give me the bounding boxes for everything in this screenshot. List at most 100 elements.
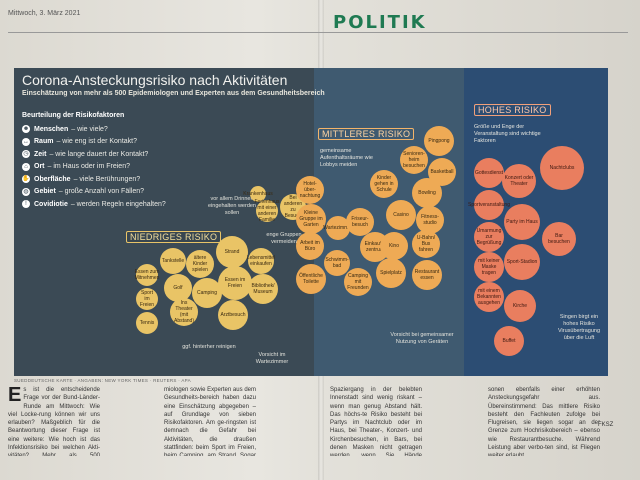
activity-bubble-low: Ferienhaus mit einer anderen Familie <box>254 199 280 223</box>
activity-bubble-high: Bar besuchen <box>542 222 576 256</box>
article-column-4: sonen ebenfalls einer erhöhten Ansteckun… <box>488 387 600 456</box>
activity-bubble-low: Sport im Freien <box>136 288 158 310</box>
globe-icon: ◍ <box>22 187 30 196</box>
article-column-2: miologen sowie Experten aus dem Gesundhe… <box>164 387 256 456</box>
activity-bubble-mid: Schwimm-bad <box>324 250 350 276</box>
section-title: POLITIK <box>333 12 427 33</box>
activity-bubble-high: Sportveranstaltung <box>468 190 510 220</box>
graphic-subtitle: Einschätzung von mehr als 500 Epidemiolo… <box>22 90 325 97</box>
activity-bubble-mid: Kleine Gruppe im Garten <box>296 204 326 234</box>
activity-bubble-high: mit keiner Maske tragen <box>474 252 504 282</box>
legend-row: ↔ Raum – wie eng ist der Kontakt? <box>22 136 166 149</box>
zone-high-note: Größe und Enge der Veranstaltung sind wi… <box>474 124 541 144</box>
activity-bubble-low: Ins Theater (mit Abstand) <box>170 298 198 326</box>
legend: ☻ Menschen – wie viele? ↔ Raum – wie eng ist … <box>22 123 166 211</box>
activity-bubble-low: Bibliothek/ Museum <box>248 274 278 304</box>
note-waitingroom: Vorsicht im Wartezimmer <box>255 352 289 365</box>
note-singing: Singen birgt ein hohes Risiko Virusübert… <box>557 314 601 341</box>
activity-bubble-low: Lebensmittel einkaufen <box>247 248 275 274</box>
people-icon: ☻ <box>22 125 30 134</box>
activity-bubble-low: Camping <box>192 278 222 308</box>
low-risk-panel <box>14 68 314 376</box>
activity-bubble-high: Konzert oder Theater <box>502 164 536 198</box>
activity-bubble-high: Umarmung zur Begrüßung <box>474 222 504 252</box>
activity-bubble-mid: Restaurant essen <box>412 260 442 290</box>
activity-bubble-mid: Kino <box>380 232 408 260</box>
activity-bubble-low: Golf <box>164 274 192 302</box>
activity-bubble-low: Arztbesuch <box>218 300 248 330</box>
activity-bubble-mid: Öffentliche Toilette <box>296 264 326 294</box>
legend-row: ✋ Oberfläche – viele Berührungen? <box>22 173 166 186</box>
legend-text: – viele Berührungen? <box>73 175 141 183</box>
legend-text: – große Anzahl von Fällen? <box>58 188 145 196</box>
legend-text: – im Haus oder im Freien? <box>47 163 130 171</box>
legend-key: Oberfläche <box>34 175 71 183</box>
activity-bubble-low: ältere Kinder spielen <box>186 250 214 278</box>
dateline: Mittwoch, 3. März 2021 <box>8 10 81 17</box>
article-column-3: Spaziergang in der belebten Innenstadt s… <box>330 387 422 456</box>
activity-bubble-mid: Kinder gehen in Schule <box>370 170 398 198</box>
legend-key: Menschen <box>34 125 69 133</box>
activity-bubble-mid: Casino <box>386 200 416 230</box>
zone-low-label: NIEDRIGES RISIKO <box>126 231 222 243</box>
header-divider <box>8 32 628 33</box>
activity-bubble-low: Tennis <box>136 312 158 334</box>
house-icon: ⌂ <box>22 162 30 171</box>
space-icon: ↔ <box>22 137 30 146</box>
legend-key: Raum <box>34 138 54 146</box>
note-groups: enge Gruppen vermeiden <box>266 232 302 245</box>
activity-bubble-high: Kirche <box>504 290 536 322</box>
activity-bubble-mid: Spielplatz <box>376 258 406 288</box>
note-indoor: vor allem Drinnen eingehalten werden sol… <box>207 196 256 216</box>
activity-bubble-mid: Basketball <box>428 158 456 186</box>
graphic-credit: SUEDDEUTSCHE KARTE · ANGABEN: NEW YORK T… <box>14 378 191 383</box>
note-clean: ggf. hinterher reinigen <box>182 344 236 350</box>
activity-bubble-low: Essen im Freien <box>218 266 252 300</box>
legend-title: Beurteilung der Risikofaktoren <box>22 112 125 119</box>
dropcap: E <box>8 386 22 406</box>
hand-icon: ✋ <box>22 175 30 184</box>
activity-bubble-low: Tankstelle <box>160 248 186 274</box>
legend-key: Ort <box>34 163 45 171</box>
legend-key: Zeit <box>34 150 47 158</box>
zone-high-label: HOHES RISIKO <box>474 104 551 116</box>
legend-row: ! Covidiotie – werden Regeln eingehalten? <box>22 198 166 211</box>
activity-bubble-low: Essen zum Mitnehmen <box>135 264 159 286</box>
warning-icon: ! <box>22 200 30 209</box>
legend-key: Gebiet <box>34 188 56 196</box>
activity-bubble-mid: Friseur-besuch <box>346 208 374 236</box>
activity-bubble-high: Party im Haus <box>504 204 540 240</box>
legend-row: ⌂ Ort – im Haus oder im Freien? <box>22 161 166 174</box>
activity-bubble-high: Sport-Stadion <box>504 244 540 280</box>
column-text: s ist die entscheidende Frage vor der Bu… <box>8 387 100 456</box>
activity-bubble-mid: Arbeit im Büro <box>296 232 324 260</box>
activity-bubble-high: mit einem Bekannten ausgehen <box>474 282 504 312</box>
activity-bubble-mid: Senioren-heim besuchen <box>400 146 428 174</box>
activity-bubble-low: Krankenhaus <box>243 186 273 202</box>
legend-text: – werden Regeln eingehalten? <box>70 200 166 208</box>
legend-text: – wie lange dauert der Kontakt? <box>49 150 149 158</box>
legend-text: – wie viele? <box>71 125 108 133</box>
legend-row: ◍ Gebiet – große Anzahl von Fällen? <box>22 186 166 199</box>
activity-bubble-low: Strand <box>216 236 248 268</box>
legend-row: ☻ Menschen – wie viele? <box>22 123 166 136</box>
activity-bubble-high: Buffet <box>494 326 524 356</box>
activity-bubble-mid: Pingpong <box>424 126 454 156</box>
note-equipment: Vorsicht bei gemeinsamer Nutzung von Ger… <box>390 332 454 345</box>
zone-mid-label: MITTLERES RISIKO <box>318 128 415 140</box>
legend-text: – wie eng ist der Kontakt? <box>56 138 138 146</box>
legend-key: Covidiotie <box>34 200 68 208</box>
activity-bubble-high: Gottesdienst <box>474 158 504 188</box>
author-initials: FKSZ <box>598 422 614 428</box>
risk-infographic: Corona-Ansteckungsrisiko nach Aktivitäte… <box>14 68 608 376</box>
activity-bubble-mid: Hotel-über-nachtung <box>296 176 324 204</box>
activity-bubble-mid: U-Bahn/ Bus fahren <box>412 230 440 258</box>
zone-mid-note: gemeinsame Aufenthaltsräume wie Lobbys m… <box>320 148 373 168</box>
graphic-title: Corona-Ansteckungsrisiko nach Aktivitäte… <box>22 72 288 88</box>
legend-row: ◷ Zeit – wie lange dauert der Kontakt? <box>22 148 166 161</box>
clock-icon: ◷ <box>22 150 30 159</box>
activity-bubble-high: Nachtclubs <box>540 146 584 190</box>
activity-bubble-mid: Camping mit Freunden <box>344 268 372 296</box>
activity-bubble-mid: Fitness-studio <box>416 206 444 234</box>
